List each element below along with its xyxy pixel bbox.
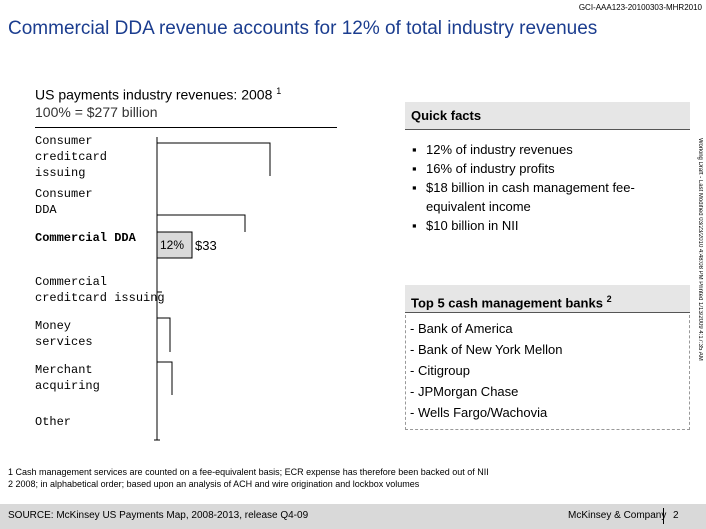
chart-title-text: US payments industry revenues: 2008 [35,86,273,103]
side-note: Working Draft - Last Modified 03/23/2010… [697,138,703,361]
chart-subtitle: 100% = $277 billion [35,104,158,120]
fact: $10 billion in NII [408,216,648,235]
divider [663,508,664,524]
fact: 12% of industry revenues [408,140,648,159]
label: Other [35,415,72,429]
footnote: 1 Cash management services are counted o… [8,467,489,477]
banks-box: - Bank of America - Bank of New York Mel… [405,315,690,430]
highlight-bar [156,231,193,259]
note-ref: 1 [276,86,282,96]
banks-list: - Bank of America - Bank of New York Mel… [406,315,689,423]
note-ref: 2 [606,294,612,304]
chart-title: US payments industry revenues: 2008 1 [35,86,281,103]
quick-facts-title: Quick facts [405,102,690,130]
label: Commercial creditcard issuing [35,275,165,305]
footer-bar: SOURCE: McKinsey US Payments Map, 2008-2… [0,504,706,529]
company: McKinsey & Company [568,510,667,521]
banks-title-text: Top 5 cash management banks [411,295,603,311]
fact: $18 billion in cash management fee-equiv… [408,178,648,216]
bank: - Bank of New York Mellon [410,342,563,357]
banks-title: Top 5 cash management banks 2 [405,285,690,313]
bank: - JPMorgan Chase [410,384,519,399]
label: Consumer creditcard issuing [35,134,108,180]
bank: - Bank of America [410,321,513,336]
bank: - Citigroup [410,363,470,378]
label: Merchant acquiring [35,363,100,393]
label: Commercial DDA [35,231,136,245]
page-number: 2 [673,510,679,521]
label: Consumer DDA [35,187,93,217]
footnote: 2 2008; in alphabetical order; based upo… [8,479,420,489]
rule [35,127,337,128]
label: Money services [35,319,93,349]
fact: 16% of industry profits [408,159,648,178]
source: SOURCE: McKinsey US Payments Map, 2008-2… [8,510,309,521]
doc-id: GCI-AAA123-20100303-MHR2010 [578,3,702,12]
bank: - Wells Fargo/Wachovia [410,405,548,420]
slide-title: Commercial DDA revenue accounts for 12% … [8,18,598,39]
highlight-share: 12% [160,238,185,252]
highlight-value: $33 [195,238,217,253]
quick-facts: 12% of industry revenues 16% of industry… [408,140,648,235]
